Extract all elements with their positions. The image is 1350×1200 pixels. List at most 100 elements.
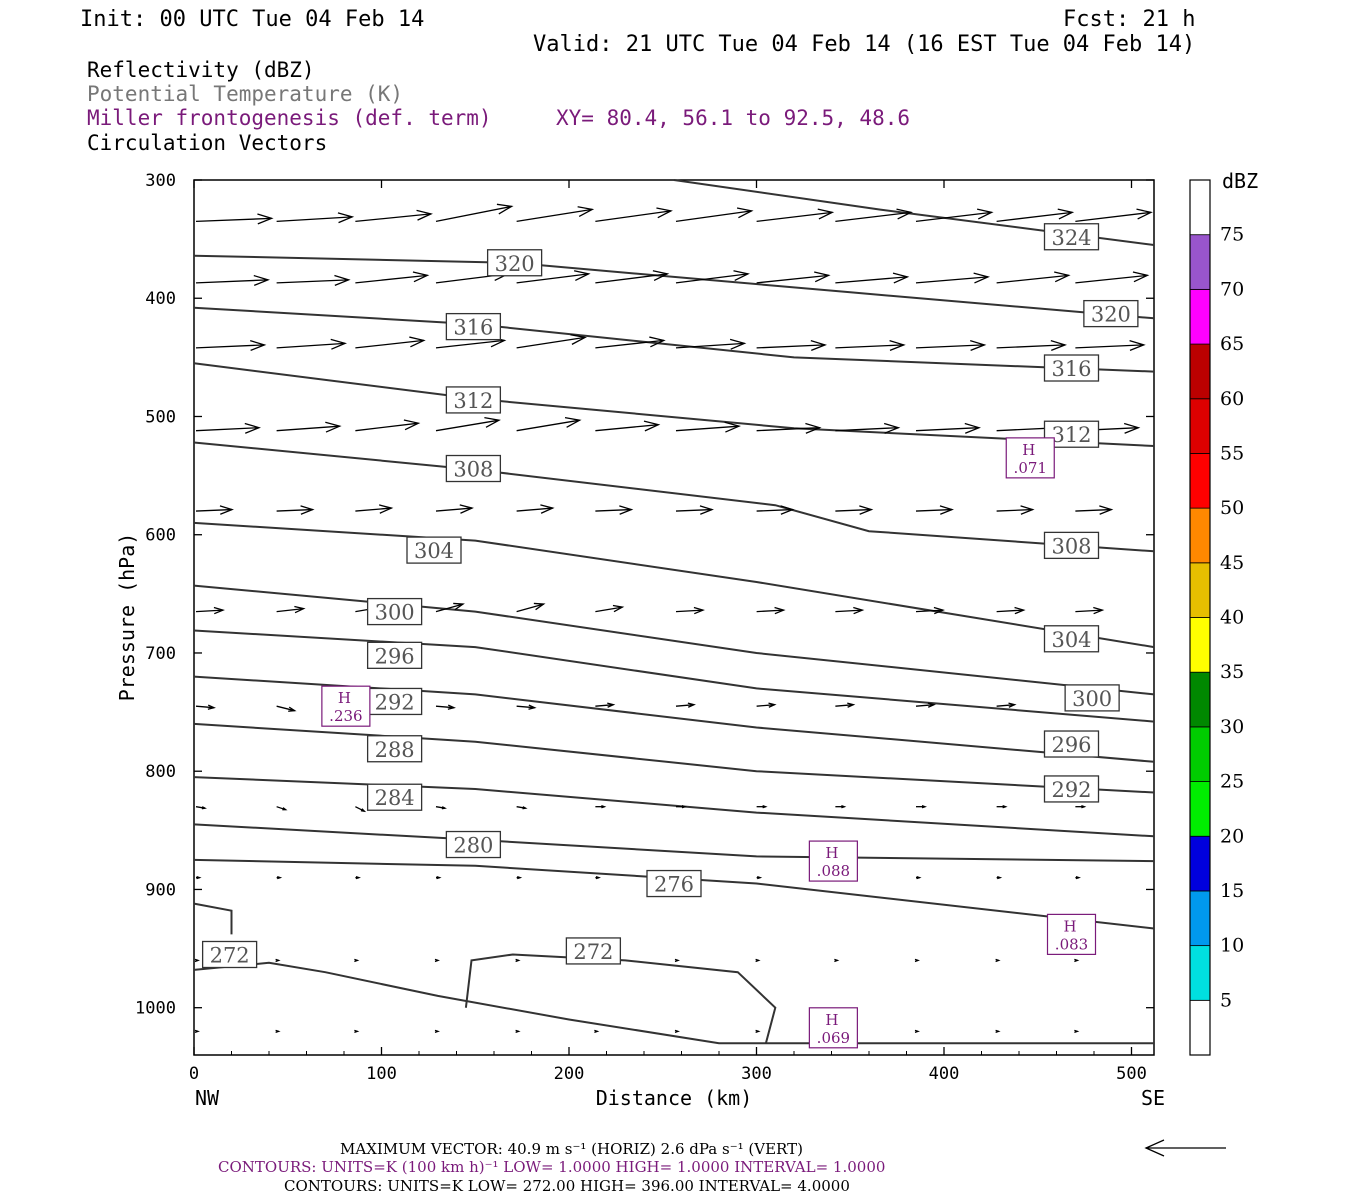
theta-contour-labels: 324 320 320 316 316 312 312 308 308 304 304 300 300 2… [201, 223, 1139, 969]
colorbar-tick-label: 75 [1220, 224, 1244, 246]
circulation-vector [1075, 208, 1153, 223]
y-axis-title: Pressure (hPa) [115, 533, 139, 702]
x-tick-label: 500 [1116, 1064, 1147, 1084]
circulation-vector [195, 340, 267, 352]
colorbar-tick-label: 15 [1220, 880, 1244, 902]
circulation-vector [195, 505, 234, 515]
circulation-vector [915, 208, 994, 223]
svg-text:272: 272 [210, 943, 250, 967]
circulation-vectors [194, 203, 1153, 1034]
circulation-vector [595, 505, 634, 515]
circulation-vector [435, 203, 514, 223]
circulation-vector [595, 207, 673, 223]
svg-text:H: H [338, 689, 351, 707]
colorbar-tick-label: 30 [1220, 716, 1244, 738]
theta-contours [193, 179, 1155, 1045]
init-time: Init: 00 UTC Tue 04 Feb 14 [80, 7, 424, 32]
circulation-vector [1075, 340, 1146, 352]
svg-text:324: 324 [1051, 226, 1091, 250]
circulation-vector [834, 958, 840, 963]
circulation-vector [996, 271, 1071, 284]
circulation-vector [195, 213, 274, 225]
colorbar-segment [1189, 234, 1211, 290]
colorbar-tick-label: 65 [1220, 333, 1244, 355]
circulation-vector [275, 1029, 281, 1034]
circulation-vector [835, 272, 910, 284]
circulation-vector [196, 875, 202, 880]
theta-label: 308 [445, 454, 502, 483]
circulation-vector [674, 1029, 680, 1034]
svg-text:300: 300 [375, 601, 415, 625]
circulation-vector [756, 271, 831, 284]
svg-text:.236: .236 [329, 707, 362, 725]
colorbar-segment [1189, 617, 1211, 673]
circulation-vector [355, 336, 426, 349]
circulation-vector [516, 270, 591, 284]
svg-text:H: H [825, 1011, 838, 1029]
theta-label: 304 [406, 536, 462, 564]
theta-contour-line [193, 675, 1155, 763]
svg-text:300: 300 [1072, 687, 1112, 711]
circulation-vector [914, 1029, 920, 1034]
circulation-vector [355, 504, 394, 514]
theta-label: 280 [445, 830, 502, 859]
circulation-vector [355, 209, 433, 223]
circulation-vector [756, 606, 786, 615]
circulation-vector [355, 806, 367, 813]
circulation-vector [915, 422, 981, 434]
x-tick-label: 300 [741, 1064, 772, 1084]
circulation-vector [756, 805, 768, 809]
theta-contour-line [193, 722, 1155, 794]
circulation-vector [835, 208, 913, 223]
circulation-vector [755, 1029, 761, 1034]
frontogenesis-max: H.069 [808, 1007, 858, 1049]
circulation-vector [835, 702, 856, 708]
y-tick-label: 1000 [135, 999, 176, 1019]
svg-text:284: 284 [375, 786, 415, 810]
theta-contour-line [193, 902, 233, 935]
circulation-vector [276, 274, 351, 286]
circulation-vector [276, 875, 283, 880]
circulation-vector [355, 271, 430, 284]
theta-label: 300 [366, 597, 423, 626]
svg-text:H: H [1022, 441, 1035, 459]
svg-text:.069: .069 [817, 1029, 850, 1047]
colorbar-segment [1189, 343, 1211, 400]
circulation-vector [915, 340, 987, 352]
svg-text:320: 320 [495, 252, 535, 276]
theta-contour-line [193, 823, 1155, 863]
circulation-vector [835, 422, 901, 434]
circulation-vector [435, 504, 474, 514]
svg-text:H: H [1064, 917, 1077, 935]
svg-text:.088: .088 [817, 862, 850, 880]
circulation-vector [195, 704, 216, 710]
colorbar-segment [1189, 999, 1211, 1056]
circulation-vector [515, 958, 521, 963]
svg-text:292: 292 [1051, 778, 1091, 802]
circulation-vector [1075, 606, 1105, 615]
circulation-vector [756, 422, 822, 434]
reference-vector [1144, 1139, 1226, 1157]
svg-text:296: 296 [1051, 733, 1091, 757]
circulation-vector [756, 702, 777, 708]
svg-text:280: 280 [453, 834, 493, 858]
circulation-vector [915, 272, 990, 284]
colorbar-segment [1189, 398, 1211, 454]
circulation-vector [195, 422, 261, 434]
circulation-vector [675, 207, 754, 223]
circulation-vector [996, 805, 1008, 809]
colorbar-tick-label: 50 [1220, 497, 1244, 519]
y-tick-label: 500 [145, 407, 176, 427]
circulation-vector [195, 806, 207, 810]
colorbar-tick-label: 55 [1220, 442, 1244, 464]
circulation-vector [756, 875, 763, 880]
theta-label: 300 [1064, 684, 1120, 712]
circulation-vector [995, 958, 1001, 963]
circulation-vector [276, 338, 347, 350]
x-tick-label: 100 [366, 1064, 397, 1084]
circulation-vector [194, 958, 200, 963]
colorbar-frame [1189, 179, 1211, 1056]
circulation-vector [915, 702, 936, 708]
circulation-vector [276, 212, 355, 224]
